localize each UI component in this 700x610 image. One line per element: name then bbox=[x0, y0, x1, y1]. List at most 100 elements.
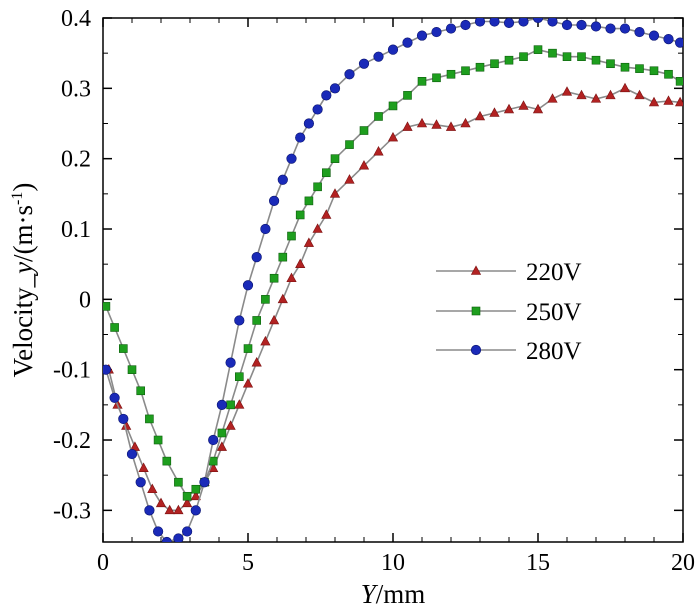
data-point-250v bbox=[304, 196, 314, 206]
data-point-250v bbox=[562, 52, 572, 61]
y-tick-label: 0.4 bbox=[61, 6, 91, 32]
data-point-250v bbox=[235, 372, 244, 382]
data-point-220v bbox=[155, 497, 167, 508]
data-point-220v bbox=[234, 399, 245, 409]
data-point-280v bbox=[474, 18, 486, 27]
data-point-280v bbox=[460, 19, 471, 31]
y-tick-label: 0.2 bbox=[61, 147, 91, 173]
data-point-220v bbox=[251, 357, 262, 367]
data-point-220v bbox=[321, 209, 332, 219]
data-point-250v bbox=[226, 400, 235, 410]
data-point-280v bbox=[518, 18, 529, 27]
data-point-250v bbox=[119, 344, 128, 353]
data-point-280v bbox=[634, 26, 645, 38]
data-point-220v bbox=[663, 95, 674, 105]
data-point-280v bbox=[269, 195, 280, 206]
data-point-250v bbox=[208, 456, 218, 466]
y-tick-label: 0 bbox=[79, 287, 91, 313]
data-point-280v bbox=[503, 18, 515, 29]
x-axis-title: Y/mm bbox=[361, 579, 426, 609]
data-point-220v bbox=[190, 490, 201, 501]
data-point-250v bbox=[591, 55, 601, 65]
data-point-280v bbox=[321, 90, 332, 101]
data-point-250v bbox=[359, 126, 369, 135]
data-point-220v bbox=[358, 160, 370, 170]
data-point-250v bbox=[577, 52, 586, 61]
x-tick-label: 10 bbox=[381, 550, 405, 576]
data-point-220v bbox=[181, 497, 193, 508]
data-point-250v bbox=[388, 101, 398, 111]
data-point-220v bbox=[216, 441, 228, 451]
data-point-280v bbox=[260, 223, 271, 235]
data-point-220v bbox=[431, 119, 442, 129]
x-tick-label: 20 bbox=[671, 550, 695, 576]
data-point-250v bbox=[504, 55, 514, 65]
series-line-220v bbox=[108, 87, 681, 512]
data-point-280v bbox=[344, 69, 355, 80]
data-point-280v bbox=[118, 413, 129, 425]
data-point-250v bbox=[374, 112, 383, 121]
data-point-250v bbox=[153, 435, 163, 445]
data-point-220v bbox=[619, 82, 631, 93]
data-point-220v bbox=[460, 117, 471, 128]
data-point-250v bbox=[664, 69, 673, 79]
data-point-250v bbox=[432, 73, 441, 83]
x-tick-label: 0 bbox=[97, 550, 109, 576]
data-point-280v bbox=[303, 118, 315, 129]
data-point-220v bbox=[312, 223, 323, 233]
data-point-280v bbox=[161, 536, 172, 542]
data-point-280v bbox=[590, 21, 602, 32]
data-point-220v bbox=[518, 100, 529, 110]
data-point-280v bbox=[648, 30, 660, 41]
legend-label-250v: 250V bbox=[526, 299, 582, 326]
legend-item-220v: 220V bbox=[436, 259, 582, 286]
data-point-250v bbox=[269, 273, 279, 283]
y-tick-label: 0.1 bbox=[61, 217, 91, 243]
data-point-280v bbox=[431, 26, 442, 38]
data-point-280v bbox=[295, 132, 306, 143]
legend-marker-220v bbox=[470, 265, 482, 275]
data-point-220v bbox=[547, 93, 558, 103]
data-point-220v bbox=[590, 93, 602, 103]
data-point-280v bbox=[286, 153, 297, 164]
data-point-280v bbox=[561, 19, 573, 31]
data-point-250v bbox=[475, 62, 485, 72]
data-point-250v bbox=[330, 154, 340, 163]
data-point-250v bbox=[278, 252, 288, 262]
data-point-250v bbox=[321, 168, 331, 178]
data-point-280v bbox=[358, 58, 370, 69]
data-point-280v bbox=[109, 392, 120, 403]
data-point-220v bbox=[634, 89, 645, 100]
data-point-250v bbox=[446, 69, 456, 79]
data-point-280v bbox=[153, 526, 164, 537]
data-point-250v bbox=[461, 66, 470, 76]
legend-marker-250v bbox=[471, 306, 481, 316]
series-250v bbox=[103, 45, 683, 501]
data-point-280v bbox=[402, 37, 413, 48]
legend-marker-280v bbox=[470, 344, 482, 356]
data-point-280v bbox=[199, 477, 210, 488]
y-tick-label: -0.1 bbox=[53, 358, 91, 384]
x-tick-label: 15 bbox=[526, 550, 550, 576]
data-point-250v bbox=[217, 428, 227, 438]
data-point-220v bbox=[503, 103, 515, 114]
data-point-280v bbox=[216, 399, 227, 410]
data-point-220v bbox=[402, 121, 413, 131]
data-point-250v bbox=[635, 64, 644, 73]
data-point-280v bbox=[242, 280, 254, 291]
data-point-280v bbox=[532, 18, 544, 24]
data-point-280v bbox=[576, 19, 587, 31]
data-point-280v bbox=[208, 434, 219, 446]
data-point-250v bbox=[191, 484, 201, 494]
data-point-280v bbox=[277, 174, 288, 185]
data-point-250v bbox=[252, 316, 261, 325]
data-point-250v bbox=[490, 59, 499, 69]
data-point-250v bbox=[145, 414, 154, 424]
data-point-220v bbox=[416, 117, 428, 128]
data-point-220v bbox=[164, 504, 175, 515]
data-point-220v bbox=[147, 483, 158, 494]
legend-marker-shape-250v bbox=[471, 306, 481, 316]
data-point-280v bbox=[126, 448, 138, 460]
data-point-220v bbox=[532, 103, 544, 114]
data-point-250v bbox=[162, 456, 172, 466]
